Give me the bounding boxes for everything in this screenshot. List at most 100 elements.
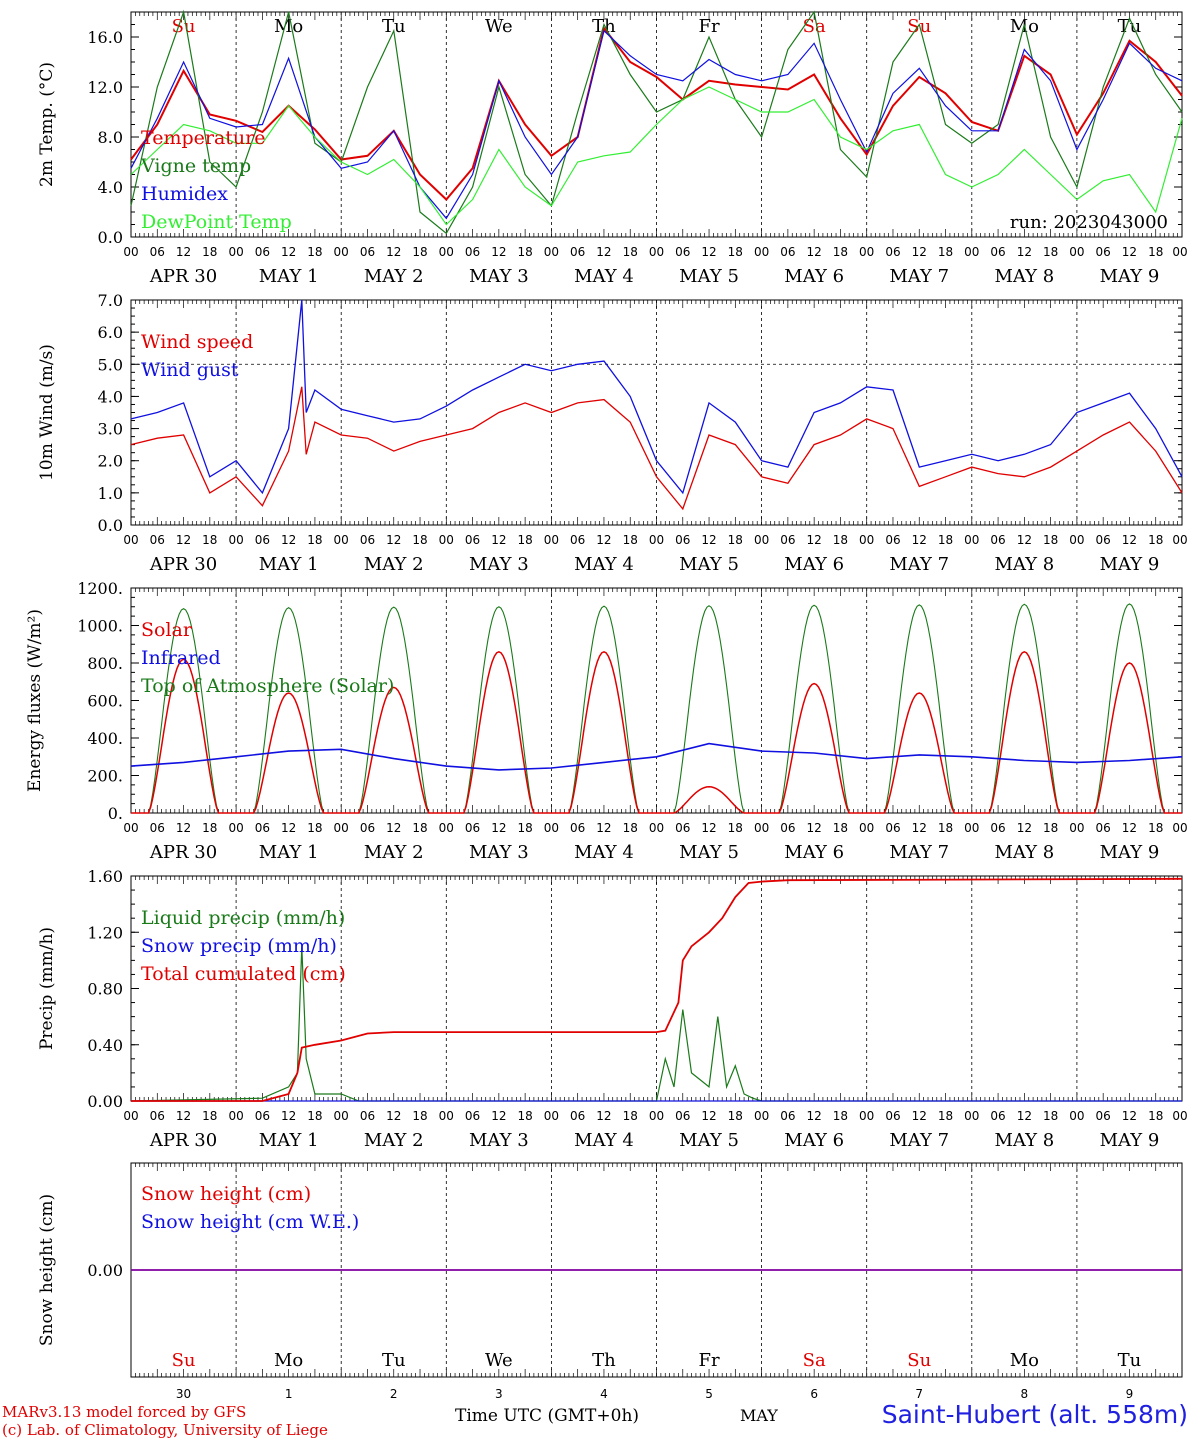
panel-1-hour-tick-label: 00 — [1069, 533, 1084, 547]
panel-1-hour-tick-label: 00 — [334, 533, 349, 547]
panel-0-hour-tick-label: 18 — [938, 245, 953, 259]
panel-2-hour-tick-label: 18 — [728, 821, 743, 835]
day-number-label: 6 — [810, 1387, 818, 1401]
panel-3-hour-tick-label: 18 — [1148, 1109, 1163, 1123]
weekday-label-bottom: Su — [907, 1350, 931, 1371]
panel-1-hour-tick-label: 00 — [859, 533, 874, 547]
panel-0-hour-tick-label: 12 — [596, 245, 611, 259]
lab-credit: (c) Lab. of Climatology, University of L… — [2, 1421, 328, 1439]
panel-4-y-label: Snow height (cm) — [37, 1194, 57, 1346]
panel-0-hour-tick-label: 18 — [623, 245, 638, 259]
panel-2-hour-tick-label: 00 — [1069, 821, 1084, 835]
panel-2-date-label: MAY 1 — [259, 842, 319, 863]
panel-0-date-label: MAY 9 — [1100, 266, 1160, 287]
panel-1-hour-tick-label: 18 — [307, 533, 322, 547]
time-axis-label: Time UTC (GMT+0h) — [455, 1406, 640, 1426]
panel-3-hour-tick-label: 00 — [228, 1109, 243, 1123]
panel-1-hour-tick-label: 00 — [228, 533, 243, 547]
station-name: Saint-Hubert (alt. 558m) — [881, 1400, 1188, 1429]
panel-0-hour-tick-label: 06 — [885, 245, 900, 259]
panel-2-hour-tick-label: 18 — [517, 821, 532, 835]
day-number-label: 7 — [915, 1387, 923, 1401]
panel-3-hour-tick-label: 06 — [255, 1109, 270, 1123]
panel-0-date-label: MAY 3 — [469, 266, 529, 287]
panel-1-hour-tick-label: 12 — [596, 533, 611, 547]
panel-0-hour-tick-label: 06 — [1096, 245, 1111, 259]
panel-1-y-tick-label: 3.0 — [98, 420, 123, 439]
panel-0-legend-2: Humidex — [141, 183, 228, 205]
panel-2-date-label: MAY 6 — [784, 842, 844, 863]
panel-0-y-tick-label: 12.0 — [87, 78, 123, 97]
panel-2-hour-tick-label: 06 — [780, 821, 795, 835]
panel-2-y-tick-label: 1000. — [77, 617, 123, 636]
infrared-line — [130, 742, 1183, 771]
panel-2-y-tick-label: 800. — [87, 654, 123, 673]
panel-0-hour-tick-label: 06 — [465, 245, 480, 259]
panel-3-hour-tick-label: 06 — [150, 1109, 165, 1123]
panel-1-hour-tick-label: 00 — [439, 533, 454, 547]
panel-0-hour-tick-label: 00 — [1069, 245, 1084, 259]
panel-0-date-label: APR 30 — [149, 266, 217, 287]
panel-1-y-tick-label: 5.0 — [98, 355, 123, 374]
panel-2-hour-tick-label: 12 — [281, 821, 296, 835]
panel-0-hour-tick-label: 18 — [307, 245, 322, 259]
day-number-label: 2 — [390, 1387, 398, 1401]
panel-0-hour-tick-label: 18 — [517, 245, 532, 259]
weekday-label-bottom: Sa — [803, 1350, 826, 1371]
panel-0-legend-3: DewPoint Temp — [141, 211, 292, 233]
wind-series-1-line — [130, 299, 1183, 495]
panel-3-hour-tick-label: 12 — [1122, 1109, 1137, 1123]
panel-2-date-label: MAY 8 — [994, 842, 1054, 863]
panel-1-hour-tick-label: 18 — [623, 533, 638, 547]
panel-0-hour-tick-label: 18 — [1148, 245, 1163, 259]
panel-0-hour-tick-label: 00 — [439, 245, 454, 259]
weekday-label: Mo — [274, 16, 303, 37]
panel-0-hour-tick-label: 00 — [859, 245, 874, 259]
panel-2-date-label: MAY 9 — [1100, 842, 1160, 863]
panel-2-date-label: MAY 3 — [469, 842, 529, 863]
panel-0-hour-tick-label: 06 — [360, 245, 375, 259]
panel-0-hour-tick-label: 12 — [912, 245, 927, 259]
day-number-label: 8 — [1021, 1387, 1029, 1401]
panel-3-date-label: APR 30 — [149, 1130, 217, 1151]
panel-1-hour-tick-label: 18 — [1148, 533, 1163, 547]
panel-1-y-tick-label: 0.0 — [98, 516, 123, 535]
panel-2-hour-tick-label: 00 — [1172, 821, 1187, 835]
panel-1-date-label: MAY 5 — [679, 554, 739, 575]
panel-0-hour-tick-label: 00 — [123, 245, 138, 259]
panel-0-date-label: MAY 7 — [889, 266, 949, 287]
panel-2-y-tick-label: 1200. — [77, 579, 123, 598]
panel-3-hour-tick-label: 00 — [334, 1109, 349, 1123]
panel-1-hour-tick-label: 06 — [465, 533, 480, 547]
panel-1-hour-tick-label: 00 — [123, 533, 138, 547]
panel-1-hour-tick-label: 18 — [412, 533, 427, 547]
model-credit: MARv3.13 model forced by GFS — [2, 1403, 247, 1421]
panel-2-hour-tick-label: 12 — [912, 821, 927, 835]
panel-0-y-tick-label: 0.0 — [98, 228, 123, 247]
panel-3-y-label: Precip (mm/h) — [37, 927, 57, 1050]
panel-1-date-label: MAY 1 — [259, 554, 319, 575]
panel-3-hour-tick-label: 18 — [623, 1109, 638, 1123]
panel-2-hour-tick-label: 12 — [701, 821, 716, 835]
panel-0-legend-0: Temperature — [141, 127, 265, 149]
panel-1-hour-tick-label: 12 — [912, 533, 927, 547]
panel-2-hour-tick-label: 18 — [202, 821, 217, 835]
panel-0-hour-tick-label: 00 — [334, 245, 349, 259]
panel-3-hour-tick-label: 12 — [596, 1109, 611, 1123]
series-3-line — [130, 86, 1183, 226]
panel-3-hour-tick-label: 00 — [1069, 1109, 1084, 1123]
panel-0-hour-tick-label: 00 — [964, 245, 979, 259]
panel-2-hour-tick-label: 12 — [1017, 821, 1032, 835]
panel-0-hour-tick-label: 18 — [833, 245, 848, 259]
panel-3-y-tick-label: 0.80 — [87, 980, 123, 999]
weekday-label-bottom: Fr — [699, 1350, 720, 1371]
panel-3-hour-tick-label: 12 — [807, 1109, 822, 1123]
panel-3-hour-tick-label: 12 — [386, 1109, 401, 1123]
panel-0-hour-tick-label: 12 — [386, 245, 401, 259]
series-2-line — [130, 29, 1183, 220]
panel-0-hour-tick-label: 18 — [412, 245, 427, 259]
panel-3-hour-tick-label: 12 — [176, 1109, 191, 1123]
panel-2-hour-tick-label: 00 — [754, 821, 769, 835]
panel-2-legend-0: Solar — [141, 619, 193, 641]
weekday-label-bottom: Mo — [1010, 1350, 1039, 1371]
